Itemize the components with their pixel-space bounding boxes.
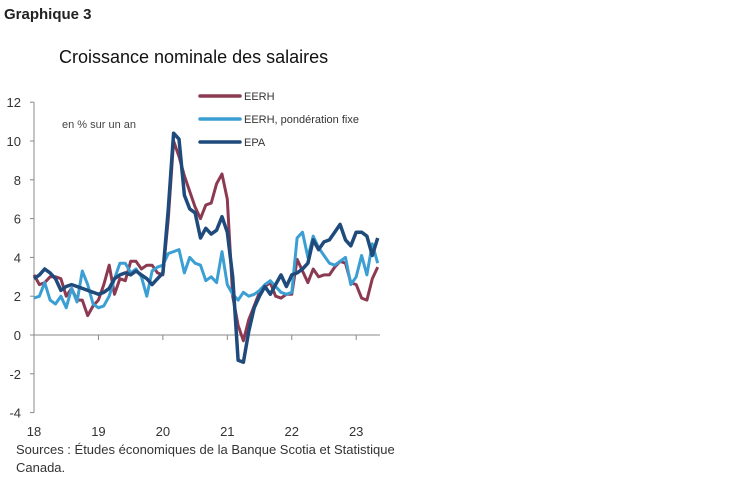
sources-note: Sources : Études économiques de la Banqu… xyxy=(16,442,395,475)
chart-title: Croissance nominale des salaires xyxy=(59,47,329,67)
x-tick-label: 23 xyxy=(349,424,363,439)
y-tick-label: 0 xyxy=(14,328,21,343)
y-axis-unit-label: en % sur un an xyxy=(62,119,136,131)
x-tick-label: 19 xyxy=(91,424,105,439)
x-tick-label: 22 xyxy=(285,424,299,439)
x-tick-label: 20 xyxy=(156,424,170,439)
y-tick-label: 2 xyxy=(14,289,21,304)
series-line-eerh-pond-ration-fixe xyxy=(33,230,380,310)
legend-label: EPA xyxy=(244,137,266,149)
y-tick-label: 8 xyxy=(14,173,21,188)
legend-label: EERH xyxy=(244,91,275,103)
x-tick-label: 18 xyxy=(27,424,41,439)
series-line-epa xyxy=(32,131,380,364)
y-tick-label: 10 xyxy=(7,134,21,149)
series-line-eerh xyxy=(32,139,380,343)
y-tick-label: 12 xyxy=(7,95,21,110)
legend-label: EERH, pondération fixe xyxy=(244,114,359,126)
figure-label: Graphique 3 xyxy=(4,6,92,23)
y-tick-label: 4 xyxy=(14,250,21,265)
y-tick-label: 6 xyxy=(14,212,21,227)
x-tick-label: 21 xyxy=(220,424,234,439)
y-tick-label: -4 xyxy=(9,406,21,421)
y-tick-label: -2 xyxy=(9,367,21,382)
